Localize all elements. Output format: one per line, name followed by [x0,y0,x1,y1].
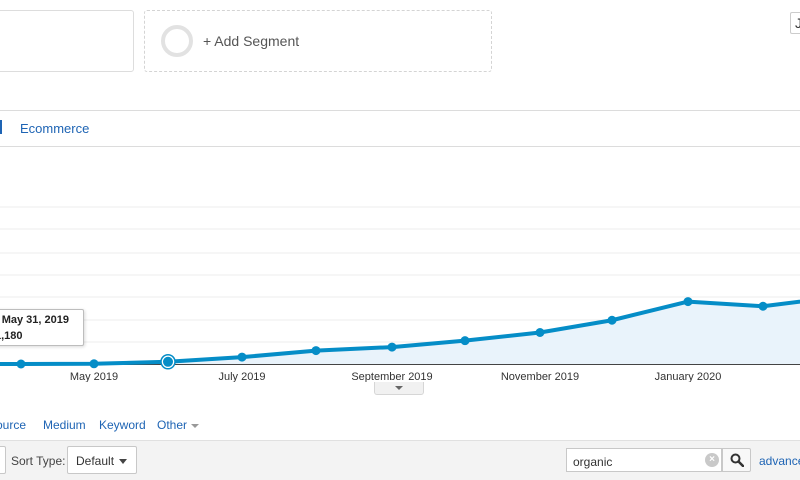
data-point[interactable] [311,346,321,356]
magnifier-icon [730,453,744,467]
tab-previous-fragment[interactable] [0,120,2,134]
search-button[interactable] [722,448,751,472]
dimension-keyword[interactable]: Keyword [99,418,146,432]
tab-ecommerce[interactable]: Ecommerce [20,121,90,136]
secondary-dimension-button[interactable] [0,446,6,474]
dimension-other-label: Other [157,418,188,432]
dimension-source[interactable]: ource [0,418,27,432]
sort-type-label: Sort Type: [11,454,66,468]
data-point[interactable] [237,352,247,362]
x-tick-label: July 2019 [218,371,265,382]
tabs-divider-bottom [0,146,800,147]
dropdown-arrow-icon [191,423,200,428]
chevron-down-icon [395,386,403,390]
tabs-divider-top [0,110,800,111]
data-point[interactable] [607,315,617,325]
tooltip-date: - May 31, 2019 [0,314,69,326]
series-area [0,301,800,364]
chevron-down-icon [119,459,127,464]
date-range-picker[interactable]: J [790,12,800,34]
x-tick-label: September 2019 [351,371,432,382]
segment-placeholder-circle [161,25,193,57]
data-point[interactable] [387,342,397,352]
data-point[interactable] [460,336,470,346]
timeline-chart: May 2019 July 2019 September 2019 November … [0,206,800,382]
tooltip-value: 1,180 [0,330,23,342]
data-point[interactable] [683,297,693,307]
add-segment-label: + Add Segment [203,33,300,49]
data-point-highlighted[interactable] [161,354,175,369]
dimension-other[interactable]: Other [157,418,200,432]
data-point[interactable] [16,359,26,369]
add-segment-button[interactable]: + Add Segment [144,10,492,72]
series-points [16,297,768,370]
clear-x-icon[interactable]: × [705,453,719,467]
dimension-medium[interactable]: Medium [43,418,86,432]
x-tick-label: January 2020 [655,371,722,382]
x-tick-label: May 2019 [70,371,118,382]
table-toolbar: Sort Type: Default × advanced [0,440,800,480]
advanced-filter-link[interactable]: advanced [759,454,800,468]
data-point[interactable] [535,328,545,337]
x-axis-ticks: May 2019 July 2019 September 2019 November … [70,371,721,382]
sort-type-select[interactable]: Default [67,446,137,474]
sort-type-value: Default [76,454,115,468]
chart-tooltip: - May 31, 2019 1,180 [0,309,84,346]
data-point-highlight-ring [160,354,176,370]
data-point[interactable] [758,301,768,311]
table-search-input[interactable] [566,448,722,472]
x-tick-label: November 2019 [501,371,579,382]
data-point[interactable] [89,359,99,369]
chart-collapse-button[interactable] [374,382,424,395]
segment-all-users[interactable] [0,10,134,72]
